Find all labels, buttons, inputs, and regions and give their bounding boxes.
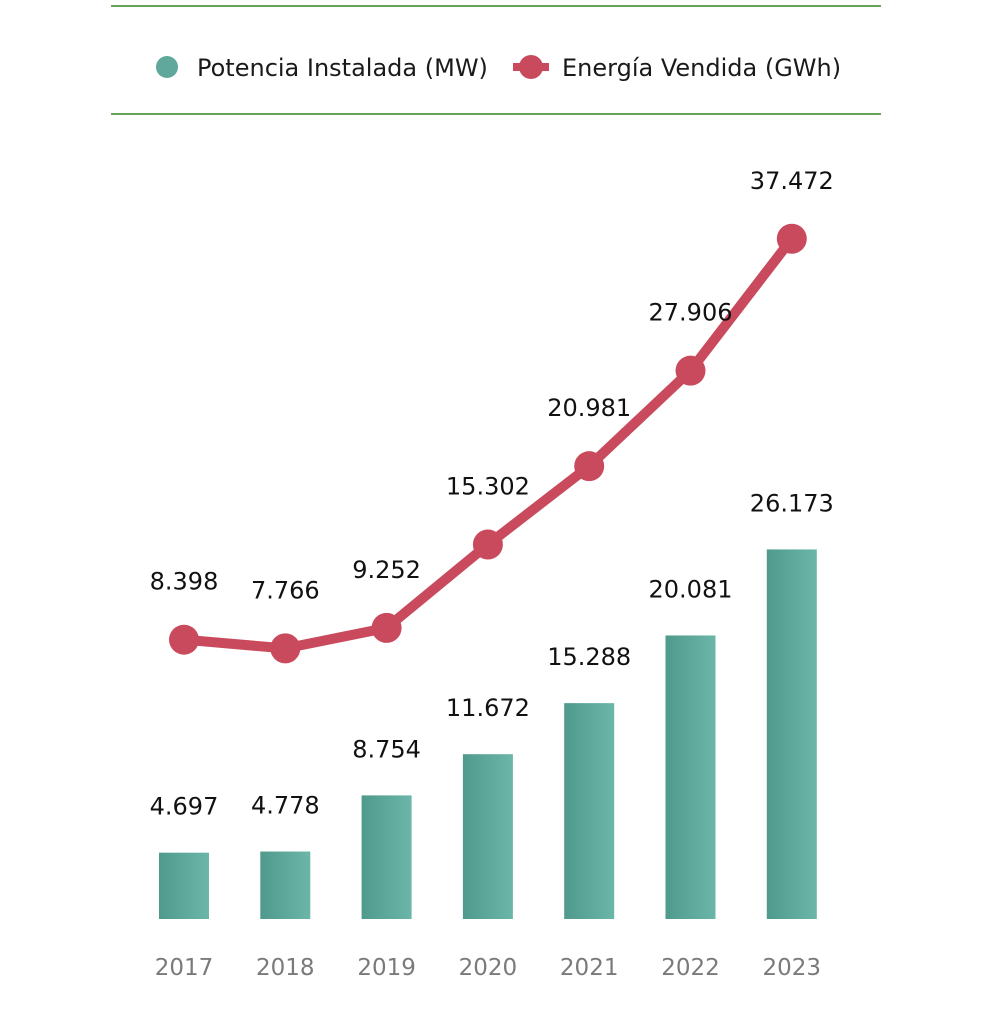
bar-label-2017: 4.697 [150, 793, 219, 821]
x-tick-2020: 2020 [459, 955, 518, 981]
bars [159, 549, 817, 919]
line-label-2018: 7.766 [251, 576, 320, 604]
bar-label-2020: 11.672 [446, 694, 530, 722]
legend-bar-label: Potencia Instalada (MW) [197, 54, 488, 82]
legend-bar-marker [156, 56, 178, 78]
bar-2017 [159, 852, 209, 919]
line-label-2022: 27.906 [649, 299, 733, 327]
x-tick-2018: 2018 [256, 955, 315, 981]
x-axis-ticks: 2017 2018 2019 2020 2021 2022 2023 [155, 955, 821, 981]
bar-2019 [361, 795, 412, 919]
x-tick-2022: 2022 [661, 955, 720, 981]
bar-label-2023: 26.173 [750, 489, 834, 517]
bar-2021 [564, 703, 615, 919]
line-label-2020: 15.302 [446, 472, 530, 500]
bar-2018 [260, 851, 311, 919]
x-tick-2017: 2017 [155, 955, 214, 981]
line-point-2018 [270, 633, 301, 664]
line-point-2020 [472, 529, 503, 560]
bar-label-2021: 15.288 [547, 643, 631, 671]
legend-line-label: Energía Vendida (GWh) [562, 54, 841, 82]
bar-2023 [766, 549, 817, 919]
line-point-2023 [776, 223, 807, 254]
bar-label-2018: 4.778 [251, 792, 320, 820]
legend-line-marker [519, 55, 543, 79]
line-label-2023: 37.472 [750, 167, 834, 195]
bar-2020 [462, 754, 513, 919]
energy-line [169, 223, 807, 664]
value-labels: 4.697 4.778 8.754 11.672 15.288 20.081 26.173 8… [150, 167, 834, 821]
x-tick-2019: 2019 [357, 955, 416, 981]
x-tick-2023: 2023 [763, 955, 822, 981]
line-label-2021: 20.981 [547, 394, 631, 422]
line-point-2017 [169, 624, 199, 655]
bar-2022 [665, 635, 716, 919]
bar-label-2022: 20.081 [649, 575, 733, 603]
line-point-2022 [675, 355, 706, 386]
x-tick-2021: 2021 [560, 955, 619, 981]
legend: Potencia Instalada (MW) Energía Vendida … [156, 54, 841, 82]
line-point-2021 [574, 451, 605, 482]
line-label-2017: 8.398 [150, 568, 219, 596]
bar-label-2019: 8.754 [352, 735, 421, 763]
line-label-2019: 9.252 [352, 556, 421, 584]
line-point-2019 [371, 612, 402, 643]
